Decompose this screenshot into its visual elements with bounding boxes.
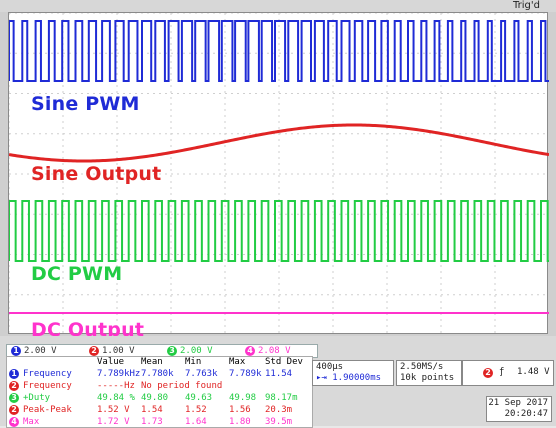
measurement-value: -----Hz (97, 381, 135, 391)
datetime-box: 21 Sep 2017 20:20:47 (486, 396, 552, 422)
top-status-bar: Trig'd (0, 0, 556, 12)
sampling-box[interactable]: 2.50MS/s 10k points (396, 360, 462, 386)
measurement-mean: 49.80 (141, 393, 169, 403)
measurement-name: Frequency (23, 381, 72, 391)
ch1-label: Sine PWM (31, 93, 140, 115)
waveform-display: Sine PWM Sine Output DC PWM DC Output (8, 12, 549, 341)
ch4-label: DC Output (31, 319, 145, 341)
timebase-box[interactable]: 400µs ▸⇥ 1.90000ms (312, 360, 394, 386)
ch3-label: DC PWM (31, 263, 123, 285)
measurement-name: Max (23, 417, 40, 427)
header-max: Max (229, 357, 246, 367)
measurement-std-dev: 20.3m (265, 405, 293, 415)
ch3-scale[interactable]: 3 2.00 V (167, 346, 213, 356)
timebase-delay: ▸⇥ 1.90000ms (316, 373, 381, 383)
ch2-trace (9, 123, 549, 163)
measurement-mean: 1.73 (141, 417, 163, 427)
trigger-box[interactable]: 2 ƒ 1.48 V (462, 360, 554, 386)
trigger-slope-icon: ƒ (499, 367, 505, 377)
ch2-label: Sine Output (31, 163, 162, 185)
measurements-table: Value Mean Min Max Std Dev 1 Frequency 7… (6, 356, 313, 428)
ch3-badge: 3 (167, 346, 177, 356)
measurement-min: 49.63 (185, 393, 213, 403)
measurement-name: +Duty (23, 393, 51, 403)
measurement-std-dev: 39.5m (265, 417, 293, 427)
sample-rate: 2.50MS/s (400, 362, 444, 372)
measurement-min: 1.64 (185, 417, 207, 427)
ch1-badge: 1 (9, 369, 19, 379)
waveform-canvas (9, 13, 549, 335)
timebase-delay-value: 1.90000ms (332, 373, 382, 383)
measurement-value: 1.72 V (97, 417, 130, 427)
trigger-status: Trig'd (513, 0, 540, 11)
ch3-badge: 3 (9, 393, 19, 403)
delay-icon: ▸⇥ (316, 373, 333, 383)
date: 21 Sep 2017 (488, 398, 548, 408)
measurement-value: 1.52 V (97, 405, 130, 415)
measurement-std-dev: 98.17m (265, 393, 298, 403)
ch4-volts: 2.08 V (258, 346, 291, 356)
time: 20:20:47 (504, 409, 548, 419)
measurement-max: 1.56 (229, 405, 251, 415)
ch2-scale[interactable]: 2 1.00 V (89, 346, 135, 356)
measurement-mean: 1.54 (141, 405, 163, 415)
trigger-channel-badge: 2 (483, 368, 493, 378)
trigger-level: 1.48 V (517, 367, 550, 377)
measurement-min: 7.763k (185, 369, 218, 379)
measurement-mean: No period found (141, 381, 223, 391)
graticule (9, 13, 549, 335)
measurement-mean: 7.780k (141, 369, 174, 379)
measurement-value: 49.84 % (97, 393, 135, 403)
measurement-max: 1.80 (229, 417, 251, 427)
ch1-badge: 1 (11, 346, 21, 356)
ch4-scale[interactable]: 4 2.08 V (245, 346, 291, 356)
header-value: Value (97, 357, 125, 367)
measurement-max: 7.789k (229, 369, 262, 379)
ch3-trace (9, 200, 549, 262)
ch2-volts: 1.00 V (102, 346, 135, 356)
measurement-name: Frequency (23, 369, 72, 379)
timebase-scale: 400µs (316, 362, 344, 372)
sample-points: 10k points (400, 373, 455, 383)
ch1-scale[interactable]: 1 2.00 V (11, 346, 57, 356)
measurement-min: 1.52 (185, 405, 207, 415)
ch4-badge: 4 (9, 417, 19, 427)
ch1-volts: 2.00 V (24, 346, 57, 356)
ch4-badge: 4 (245, 346, 255, 356)
header-min: Min (185, 357, 202, 367)
header-mean: Mean (141, 357, 163, 367)
ch2-badge: 2 (9, 381, 19, 391)
measurement-name: Peak-Peak (23, 405, 72, 415)
measurement-max: 49.98 (229, 393, 257, 403)
ch2-badge: 2 (9, 405, 19, 415)
ch3-volts: 2.00 V (180, 346, 213, 356)
header-std-dev: Std Dev (265, 357, 303, 367)
ch1-trace (9, 20, 549, 82)
ch2-badge: 2 (89, 346, 99, 356)
measurement-value: 7.789kHz (97, 369, 141, 379)
measurement-std-dev: 11.54 (265, 369, 293, 379)
